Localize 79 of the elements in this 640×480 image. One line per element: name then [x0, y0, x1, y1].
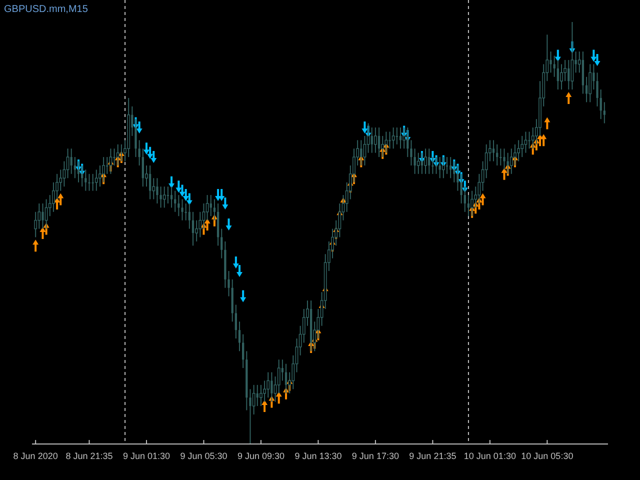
x-tick-label: 9 Jun 09:30: [237, 451, 284, 461]
candlestick: [410, 140, 412, 166]
candlestick: [370, 127, 373, 154]
candlestick: [148, 164, 152, 200]
candlestick: [270, 372, 273, 402]
candlestick: [160, 186, 162, 208]
candlestick: [560, 64, 563, 90]
candlestick: [249, 388, 252, 444]
candlestick: [388, 131, 391, 150]
candlestick: [553, 55, 556, 78]
candlestick: [192, 211, 194, 246]
candlestick: [568, 59, 570, 90]
candlestick: [42, 202, 44, 230]
candlestick: [238, 321, 241, 352]
candlestick: [113, 148, 116, 166]
candlestick: [142, 148, 144, 188]
candlestick: [517, 140, 520, 162]
candlestick: [428, 148, 430, 174]
candlestick: [416, 152, 420, 174]
candlestick: [162, 186, 166, 208]
candlestick: [603, 102, 606, 124]
candlestick: [414, 148, 416, 174]
x-tick-label: 9 Jun 17:30: [352, 451, 399, 461]
candlestick: [424, 148, 428, 174]
candlestick: [378, 127, 380, 158]
candlestick: [520, 135, 524, 158]
candlestick: [138, 140, 140, 166]
candlestick: [242, 334, 244, 369]
x-tick-label: 8 Jun 2020: [13, 451, 58, 461]
x-tick-label: 9 Jun 13:30: [294, 451, 342, 461]
candlestick: [62, 160, 66, 188]
candlestick: [406, 127, 409, 158]
candlestick: [600, 89, 602, 120]
x-tick-label: 10 Jun 05:30: [521, 451, 574, 461]
candlestick: [181, 198, 184, 221]
x-tick-label: 8 Jun 21:35: [66, 451, 113, 461]
candlestick: [134, 118, 137, 158]
x-tick-label: 9 Jun 01:30: [122, 451, 170, 461]
candlestick: [374, 127, 377, 154]
candlestick: [94, 169, 98, 192]
chart-title: GBPUSD.mm,M15: [4, 4, 88, 15]
candlestick: [259, 384, 262, 407]
candlestick: [228, 270, 230, 297]
candlestick: [84, 169, 87, 192]
candlestick: [435, 156, 438, 174]
candlestick: [432, 156, 434, 174]
candlestick: [70, 148, 72, 174]
candlestick: [92, 173, 94, 192]
x-tick-label: 9 Jun 21:35: [409, 451, 456, 461]
candlestick: [88, 173, 90, 192]
candlestick: [592, 64, 595, 90]
candlestick: [528, 131, 530, 150]
candlestick: [556, 59, 559, 90]
candlestick: [178, 194, 180, 217]
candlestick: [266, 372, 270, 398]
candlestick: [156, 178, 158, 204]
candlestick: [234, 304, 237, 339]
candlestick: [460, 173, 462, 204]
candlestick: [464, 186, 466, 212]
candlestick: [220, 228, 223, 259]
x-tick-label: 9 Jun 05:30: [180, 451, 228, 461]
candlestick: [252, 384, 256, 415]
candlestick: [510, 148, 513, 174]
candlestick: [188, 202, 190, 230]
candlestick: [453, 160, 456, 183]
candlestick: [152, 178, 156, 200]
candlestick: [360, 140, 362, 166]
candlestick: [174, 190, 176, 212]
candlestick: [596, 72, 598, 107]
candlestick: [363, 135, 366, 166]
candlestick: [392, 127, 395, 150]
candlestick: [503, 148, 506, 170]
candlestick: [492, 140, 495, 162]
x-tick-label: 10 Jun 01:30: [464, 451, 516, 461]
candlestick: [281, 359, 284, 382]
candlestick: [456, 164, 459, 192]
candlestick: [550, 51, 552, 74]
candlestick: [524, 131, 528, 154]
candlestick: [588, 64, 592, 103]
